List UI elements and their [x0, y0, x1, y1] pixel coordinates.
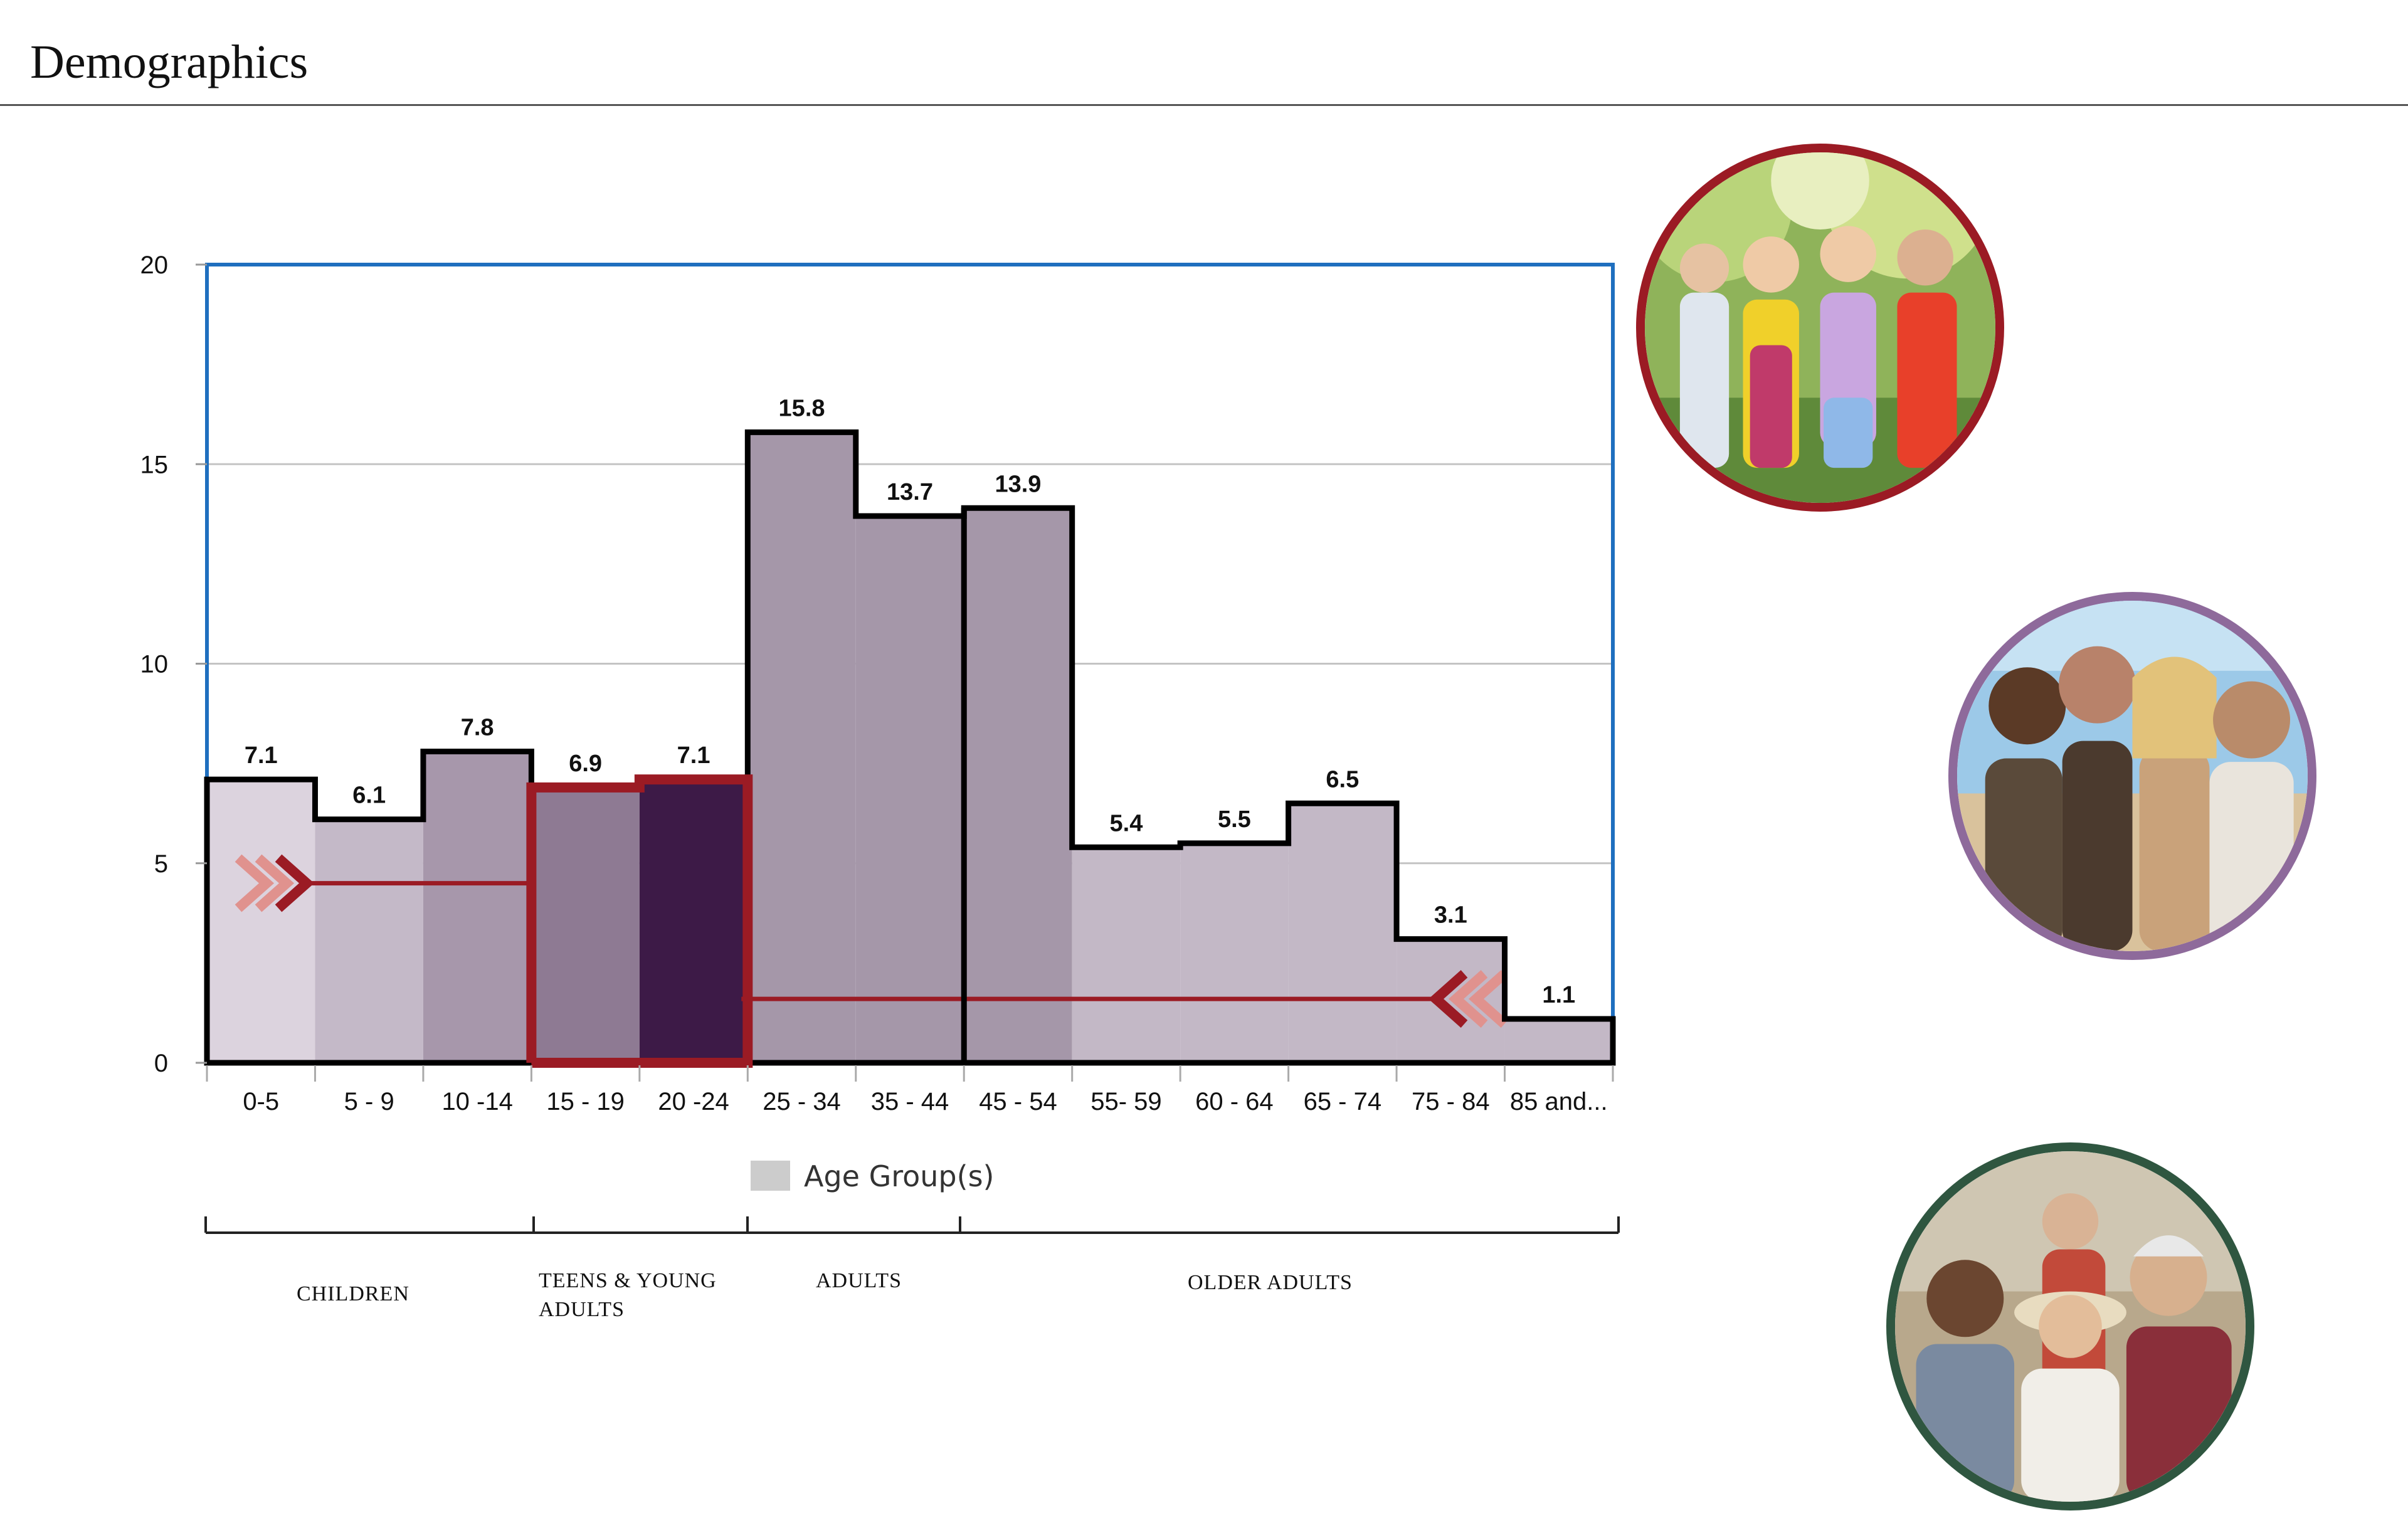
- group-label-0-line-0: CHILDREN: [297, 1282, 409, 1305]
- data-label-3: 6.9: [569, 751, 602, 777]
- x-tick-label-11: 75 - 84: [1412, 1088, 1490, 1115]
- y-tick-label-0: 0: [154, 1050, 168, 1077]
- y-tick-label-20: 20: [140, 251, 169, 279]
- bar-9: [1180, 843, 1289, 1063]
- data-label-2: 7.8: [461, 715, 494, 741]
- x-tick-label-5: 25 - 34: [763, 1088, 841, 1115]
- data-label-1: 6.1: [352, 783, 386, 809]
- arrow-children-fletch-2: [275, 854, 315, 912]
- x-tick-label-4: 20 -24: [658, 1088, 729, 1115]
- data-labels-layer: 7.1 6.1 7.8 6.9 7.1 15.8 13.7 13.9 5.4 5.5 6.5 3.1 1…: [245, 395, 1575, 1008]
- older-adults-photo: [1886, 1142, 2254, 1510]
- children-photo: [1636, 144, 2004, 512]
- x-tick-label-10: 65 - 74: [1304, 1088, 1382, 1115]
- arrows-layer: [235, 854, 1508, 1028]
- x-tick-label-3: 15 - 19: [546, 1088, 625, 1115]
- data-label-10: 6.5: [1326, 766, 1359, 793]
- page-title: Demographics: [30, 36, 309, 88]
- group-label-2: ADULTS: [816, 1269, 902, 1292]
- x-tick-label-9: 60 - 64: [1195, 1088, 1274, 1115]
- x-tick-label-8: 55- 59: [1090, 1088, 1161, 1115]
- bar-1: [315, 819, 423, 1063]
- bar-7: [964, 508, 1072, 1063]
- x-tick-label-1: 5 - 9: [344, 1088, 394, 1115]
- legend-swatch: [751, 1161, 790, 1191]
- x-tick-label-2: 10 -14: [441, 1088, 512, 1115]
- data-label-9: 5.5: [1218, 806, 1251, 833]
- arrow-adults-fletch-2: [1468, 970, 1508, 1028]
- group-label-2-line-0: ADULTS: [816, 1269, 902, 1292]
- group-label-0: CHILDREN: [297, 1282, 409, 1305]
- group-label-1-line-1: ADULTS: [539, 1298, 625, 1321]
- x-tick-label-7: 45 - 54: [979, 1088, 1057, 1115]
- y-tick-label-5: 5: [154, 850, 168, 878]
- bar-12: [1504, 1018, 1613, 1063]
- data-label-12: 1.1: [1542, 982, 1575, 1008]
- data-label-7: 13.9: [995, 471, 1041, 497]
- bar-6: [855, 515, 964, 1063]
- bar-5: [747, 432, 856, 1063]
- bar-0: [207, 779, 315, 1063]
- bars-layer: [207, 432, 1613, 1063]
- group-label-3: OLDER ADULTS: [1188, 1271, 1353, 1294]
- x-tick-label-0: 0-5: [243, 1088, 279, 1115]
- arrow-adults-fletch-0: [1428, 970, 1468, 1028]
- data-label-8: 5.4: [1110, 810, 1143, 836]
- young-adults-photo: [1948, 592, 2316, 960]
- group-label-3-line-0: OLDER ADULTS: [1188, 1271, 1353, 1294]
- title-divider: [0, 104, 2408, 106]
- age-group-brackets: CHILDREN TEENS & YOUNG ADULTS ADULTS OLDER A…: [204, 1216, 1620, 1321]
- y-tick-label-10: 10: [140, 651, 169, 678]
- bar-4: [639, 779, 748, 1063]
- legend-label: Age Group(s): [804, 1159, 995, 1193]
- data-label-6: 13.7: [887, 479, 933, 505]
- y-tick-label-15: 15: [140, 451, 169, 478]
- arrow-adults-fletch-1: [1448, 970, 1488, 1028]
- bar-10: [1288, 803, 1397, 1063]
- bar-8: [1072, 847, 1181, 1063]
- group-label-1: TEENS & YOUNG ADULTS: [539, 1269, 717, 1321]
- arrow-children-fletch-1: [255, 854, 295, 912]
- young-adults-photo-image: [1957, 601, 2308, 951]
- data-label-0: 7.1: [245, 742, 278, 769]
- arrow-children-fletch-0: [235, 854, 275, 912]
- older-adults-photo-image: [1895, 1151, 2246, 1502]
- chart-legend: Age Group(s): [751, 1159, 995, 1193]
- data-label-4: 7.1: [677, 742, 710, 769]
- x-tick-label-12: 85 and...: [1510, 1088, 1608, 1115]
- x-tick-label-6: 35 - 44: [871, 1088, 949, 1115]
- highlight-teens-young-adults: [526, 774, 753, 1068]
- bar-2: [423, 751, 532, 1063]
- data-label-5: 15.8: [779, 395, 825, 421]
- axis-layer: 0 5 10 15 20 0-5 5 - 9 10 -14 15 - 19 20 -24 25 - …: [140, 251, 1614, 1115]
- data-label-11: 3.1: [1434, 902, 1467, 929]
- bar-outline-layer: [204, 429, 1616, 1068]
- children-photo-image: [1645, 152, 1995, 503]
- bar-3: [531, 787, 640, 1063]
- group-label-1-line-0: TEENS & YOUNG: [539, 1269, 717, 1292]
